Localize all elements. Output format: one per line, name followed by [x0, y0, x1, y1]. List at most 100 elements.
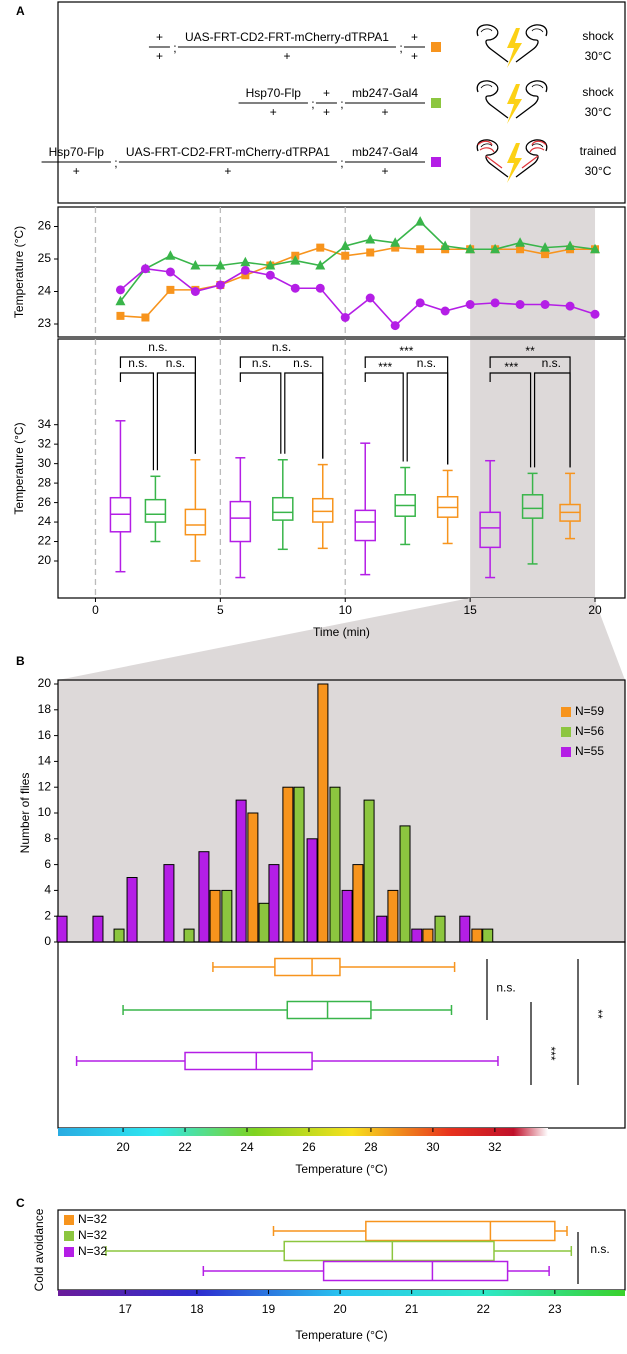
genotype-color	[431, 157, 441, 167]
legend-label: N=56	[575, 724, 604, 738]
allele-top: mb247-Gal4	[352, 86, 418, 100]
marker	[165, 267, 175, 277]
x-tick-label: 24	[240, 1140, 254, 1154]
marker	[365, 293, 375, 303]
y-tick-label: 14	[38, 754, 52, 768]
significance-bracket	[284, 372, 324, 459]
significance-label: n.s.	[272, 340, 291, 354]
line-frame	[57, 206, 626, 338]
box-frame	[57, 338, 626, 599]
bar	[482, 928, 494, 943]
marker	[515, 237, 526, 247]
y-axis-title: Temperature (°C)	[12, 422, 26, 514]
zoom-connector	[58, 598, 625, 680]
legend-label: N=32	[78, 1228, 107, 1242]
legend-swatch	[64, 1231, 74, 1241]
allele-top: Hsp70-Flp	[246, 86, 302, 100]
allele-top: mb247-Gal4	[352, 145, 418, 159]
hist-background	[58, 680, 625, 942]
box	[144, 498, 167, 523]
y-tick-label: 23	[38, 316, 52, 330]
bar	[387, 889, 399, 943]
x-tick-label: 32	[488, 1140, 502, 1154]
y-tick-label: 24	[38, 284, 52, 298]
marker	[116, 311, 125, 320]
marker	[315, 260, 326, 270]
marker	[540, 300, 550, 309]
genotype-frame	[57, 1, 626, 204]
marker	[440, 240, 451, 250]
significance-label: **	[591, 1009, 605, 1019]
y-tick-label: 20	[38, 553, 52, 567]
allele-bottom: +	[224, 164, 231, 178]
trained-marks	[477, 140, 547, 169]
significance-bracket	[533, 372, 571, 468]
x-tick-label: 21	[405, 1302, 419, 1316]
marker	[241, 271, 250, 280]
significance-label: n.s.	[148, 340, 167, 354]
marker	[415, 216, 426, 226]
y-tick-label: 0	[44, 934, 51, 948]
legend-label: N=32	[78, 1212, 107, 1226]
box	[286, 1000, 372, 1020]
box	[521, 494, 544, 519]
y-axis-title: Number of flies	[18, 773, 32, 854]
bar	[221, 889, 233, 943]
brain-icon	[476, 80, 548, 125]
bar	[352, 864, 364, 943]
y-tick-label: 30	[38, 456, 52, 470]
y-tick-label: 25	[38, 251, 52, 265]
significance-bracket	[364, 372, 404, 462]
significance-label: n.s.	[590, 1242, 609, 1256]
bar	[126, 877, 138, 943]
separator: ;	[173, 41, 176, 55]
panel-label: C	[16, 1196, 25, 1210]
allele-top: UAS-FRT-CD2-FRT-mCherry-dTRPA1	[185, 30, 389, 44]
marker	[166, 285, 175, 294]
bar	[282, 786, 294, 943]
allele-bottom: +	[73, 164, 80, 178]
x-tick-label: 5	[217, 603, 224, 617]
bar	[235, 799, 247, 943]
x-tick-label: 20	[116, 1140, 130, 1154]
bar	[363, 799, 375, 943]
x-tick-label: 19	[262, 1302, 276, 1316]
marker	[590, 243, 601, 254]
box	[184, 1051, 313, 1071]
marker	[165, 250, 176, 260]
box	[229, 500, 252, 543]
marker	[240, 265, 250, 275]
bar	[411, 928, 423, 943]
significance-label: ***	[399, 344, 413, 358]
y-tick-label: 28	[38, 475, 52, 489]
y-tick-label: 16	[38, 728, 52, 742]
x-tick-label: 20	[588, 603, 602, 617]
box	[274, 957, 341, 977]
bar	[317, 683, 329, 943]
marker	[465, 243, 476, 254]
marker	[141, 313, 150, 322]
legend-swatch	[64, 1215, 74, 1225]
marker	[565, 240, 576, 250]
y-axis-title: Temperature (°C)	[12, 226, 26, 318]
marker	[440, 306, 450, 316]
bar	[209, 889, 221, 943]
significance-label: n.s.	[252, 356, 271, 370]
x-tick-label: 26	[302, 1140, 316, 1154]
condition: trained	[580, 144, 617, 158]
allele-top: Hsp70-Flp	[49, 145, 105, 159]
marker	[565, 301, 575, 311]
significance-bracket	[119, 372, 155, 471]
y-tick-label: 24	[38, 514, 52, 528]
marker	[265, 260, 276, 270]
y-tick-label: 4	[44, 883, 51, 897]
marker	[541, 250, 550, 259]
box	[283, 1240, 495, 1262]
box	[272, 496, 294, 521]
y-tick-label: 6	[44, 857, 51, 871]
significance-label: n.s.	[417, 356, 436, 370]
allele-top: +	[156, 30, 163, 44]
marker	[391, 243, 400, 252]
significance-label: n.s.	[293, 356, 312, 370]
